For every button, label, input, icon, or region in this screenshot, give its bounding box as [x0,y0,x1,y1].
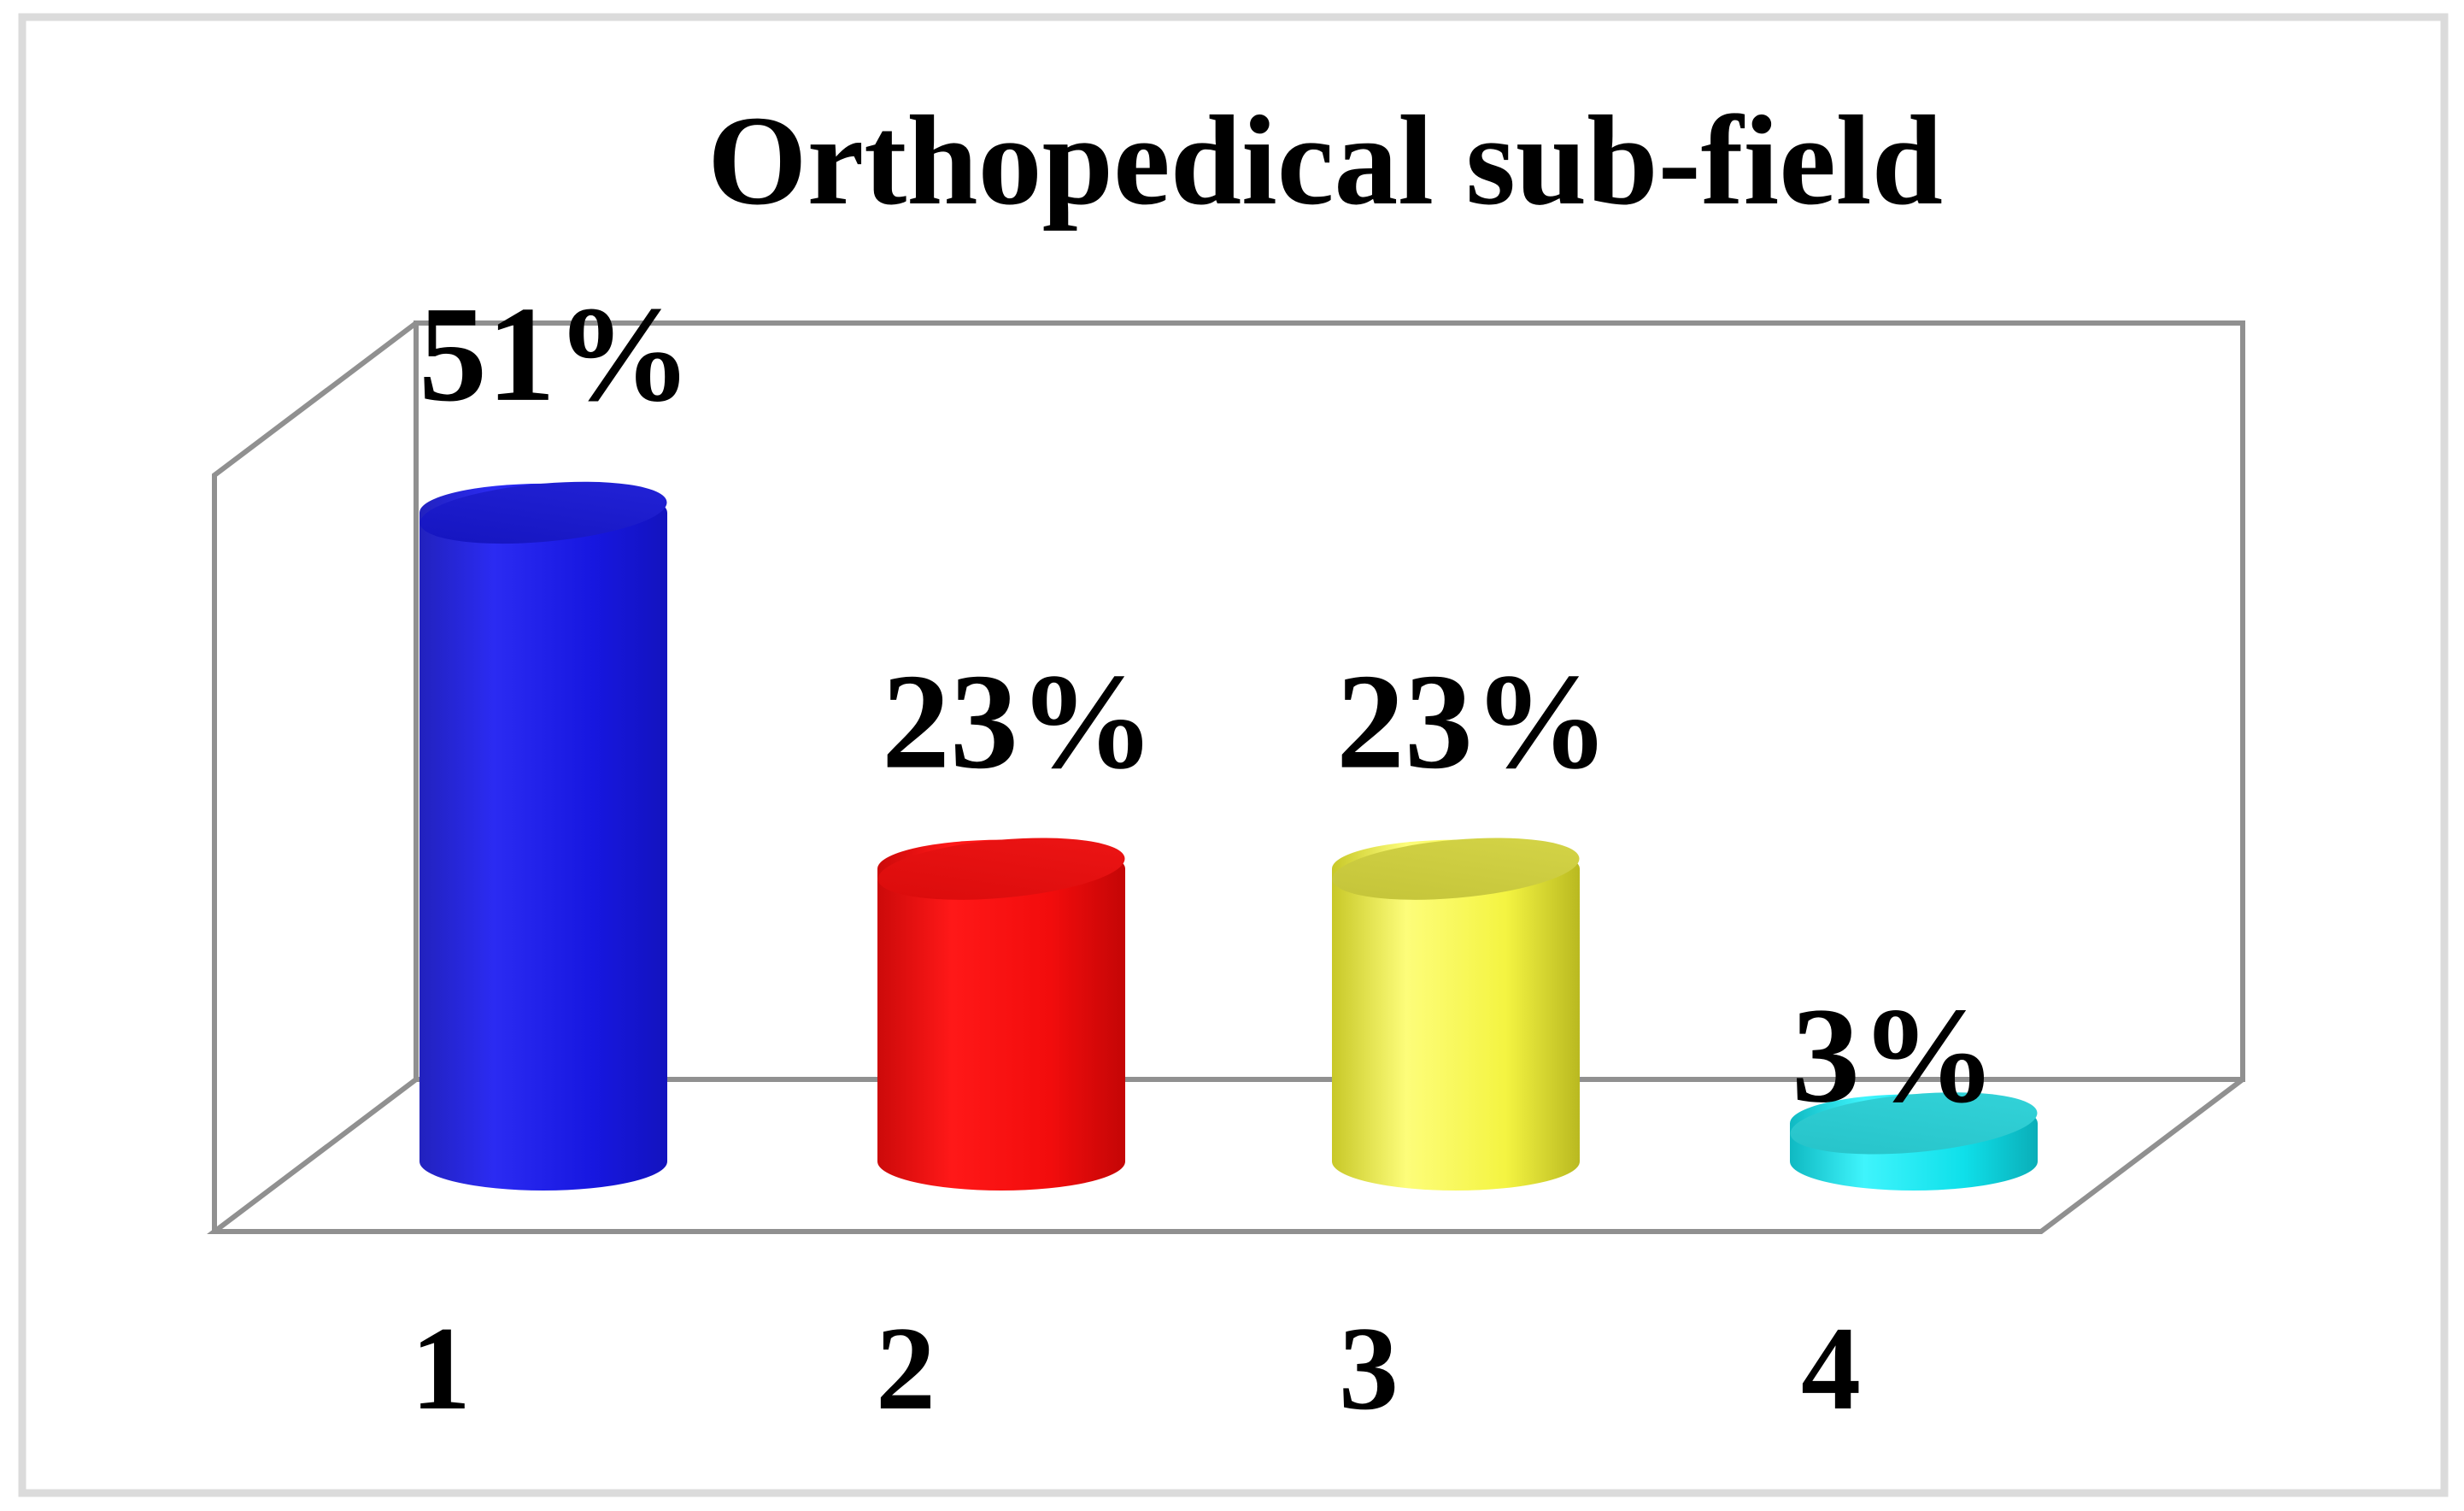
bars-layer [419,481,2038,1191]
cylinder-top-4 [1790,1092,2038,1155]
value-labels: 51% 23% 23% 3% [419,278,1997,1131]
data-label-1: 51% [419,278,692,430]
cylinder-body-3 [1332,839,1580,1191]
back-wall [414,320,2245,1082]
axis-label-2: 2 [876,1302,936,1435]
axis-label-3: 3 [1339,1302,1399,1435]
data-label-4: 3% [1792,979,1997,1131]
category-axis-labels: 1 2 3 4 [411,1302,1861,1435]
data-label-3: 23% [1336,645,1610,797]
chart-title: Orthopedical sub-field [707,90,1943,232]
axis-label-1: 1 [411,1302,471,1435]
cylinder-body-2 [877,839,1125,1191]
outer-border [18,13,2449,1497]
cylinder-top-2 [877,838,1125,900]
left-wall [212,320,418,1232]
data-label-2: 23% [882,645,1155,797]
floor [207,1077,2244,1234]
plot-frame [207,320,2245,1234]
cylinder-top-3 [1332,838,1580,900]
cylinder-top-1 [419,481,667,544]
axis-label-4: 4 [1801,1302,1861,1435]
cylinder-body-1 [419,483,667,1191]
